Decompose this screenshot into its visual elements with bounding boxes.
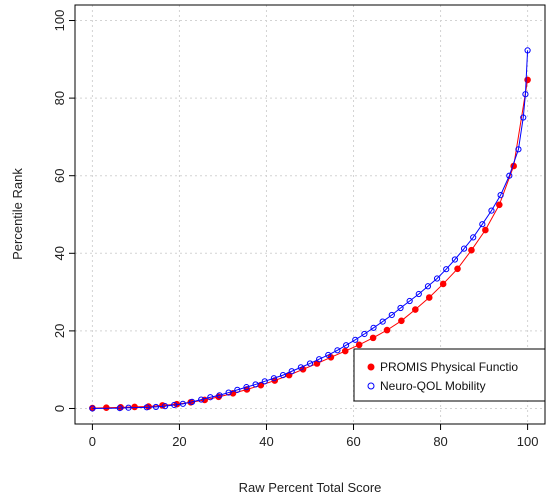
data-point bbox=[297, 364, 304, 371]
data-point bbox=[369, 334, 377, 342]
data-point bbox=[143, 404, 150, 411]
data-point bbox=[116, 404, 123, 412]
data-point bbox=[225, 389, 232, 396]
data-point bbox=[352, 336, 359, 343]
data-point bbox=[468, 246, 475, 254]
data-point bbox=[388, 311, 395, 319]
y-tick-label: 0 bbox=[52, 405, 67, 412]
y-tick-label: 80 bbox=[52, 91, 67, 105]
legend-marker-promis bbox=[367, 363, 375, 371]
x-tick-label: 80 bbox=[433, 434, 447, 449]
x-axis-title: Raw Percent Total Score bbox=[239, 480, 382, 495]
y-tick-label: 100 bbox=[52, 10, 67, 32]
y-tick-label: 60 bbox=[52, 168, 67, 182]
x-tick-label: 40 bbox=[259, 434, 273, 449]
data-point bbox=[412, 306, 419, 313]
y-tick-label: 20 bbox=[52, 324, 67, 338]
data-point bbox=[334, 347, 341, 354]
data-point bbox=[506, 172, 513, 179]
y-axis: 0 20 40 60 80 100 bbox=[52, 10, 75, 412]
data-point bbox=[306, 360, 314, 367]
data-point bbox=[252, 381, 259, 388]
data-point bbox=[355, 341, 363, 349]
data-point bbox=[425, 294, 433, 301]
y-axis-title: Percentile Rank bbox=[10, 168, 25, 260]
data-point bbox=[406, 297, 413, 305]
data-point bbox=[243, 384, 250, 391]
data-point bbox=[398, 317, 405, 325]
data-point bbox=[454, 265, 461, 273]
data-point bbox=[216, 392, 223, 399]
data-point bbox=[261, 378, 268, 385]
data-point bbox=[451, 256, 459, 263]
x-axis: 0 20 40 60 80 100 bbox=[89, 424, 539, 449]
data-point bbox=[316, 356, 323, 363]
data-point bbox=[524, 47, 531, 54]
data-point bbox=[89, 405, 96, 412]
data-point bbox=[522, 91, 529, 98]
data-point bbox=[198, 396, 205, 403]
legend-marker-neuroqol bbox=[367, 382, 375, 390]
x-tick-label: 0 bbox=[89, 434, 96, 449]
data-point bbox=[270, 375, 277, 382]
x-tick-label: 20 bbox=[172, 434, 186, 449]
data-point bbox=[125, 404, 132, 411]
data-point bbox=[482, 226, 489, 234]
data-point bbox=[520, 114, 527, 121]
data-point bbox=[433, 275, 441, 282]
data-point bbox=[439, 280, 447, 288]
legend-box bbox=[353, 348, 546, 402]
data-point bbox=[361, 330, 368, 338]
data-point bbox=[488, 207, 495, 214]
data-point bbox=[152, 403, 160, 411]
series-1 bbox=[89, 47, 531, 412]
data-point bbox=[497, 192, 504, 199]
data-point bbox=[383, 326, 391, 334]
grid-lines bbox=[75, 5, 545, 424]
data-point bbox=[460, 245, 468, 252]
x-tick-label: 60 bbox=[346, 434, 360, 449]
legend: PROMIS Physical Functio Neuro-QOL Mobili… bbox=[353, 348, 546, 402]
data-point bbox=[397, 304, 404, 312]
data-point bbox=[479, 221, 486, 228]
data-point bbox=[443, 266, 450, 273]
data-point bbox=[343, 342, 350, 349]
data-point bbox=[161, 403, 169, 410]
data-point bbox=[424, 283, 432, 290]
data-point bbox=[341, 347, 349, 355]
data-point bbox=[207, 394, 214, 401]
data-point bbox=[470, 234, 477, 241]
data-point bbox=[325, 351, 332, 359]
data-point bbox=[370, 324, 377, 331]
y-tick-label: 40 bbox=[52, 246, 67, 260]
data-point bbox=[103, 404, 110, 412]
plot-frame bbox=[74, 4, 546, 425]
data-point bbox=[131, 403, 138, 411]
data-point bbox=[515, 146, 522, 153]
series-layer bbox=[89, 47, 531, 412]
legend-label-promis: PROMIS Physical Functio bbox=[380, 360, 518, 374]
data-point bbox=[179, 400, 187, 407]
data-point bbox=[171, 401, 178, 409]
data-point bbox=[379, 318, 386, 325]
data-point bbox=[279, 372, 287, 379]
data-point bbox=[188, 398, 196, 405]
data-point bbox=[234, 386, 241, 393]
data-point bbox=[288, 368, 295, 375]
x-tick-label: 100 bbox=[517, 434, 539, 449]
data-point bbox=[415, 290, 422, 298]
data-point bbox=[496, 201, 503, 209]
legend-label-neuroqol: Neuro-QOL Mobility bbox=[380, 379, 486, 393]
